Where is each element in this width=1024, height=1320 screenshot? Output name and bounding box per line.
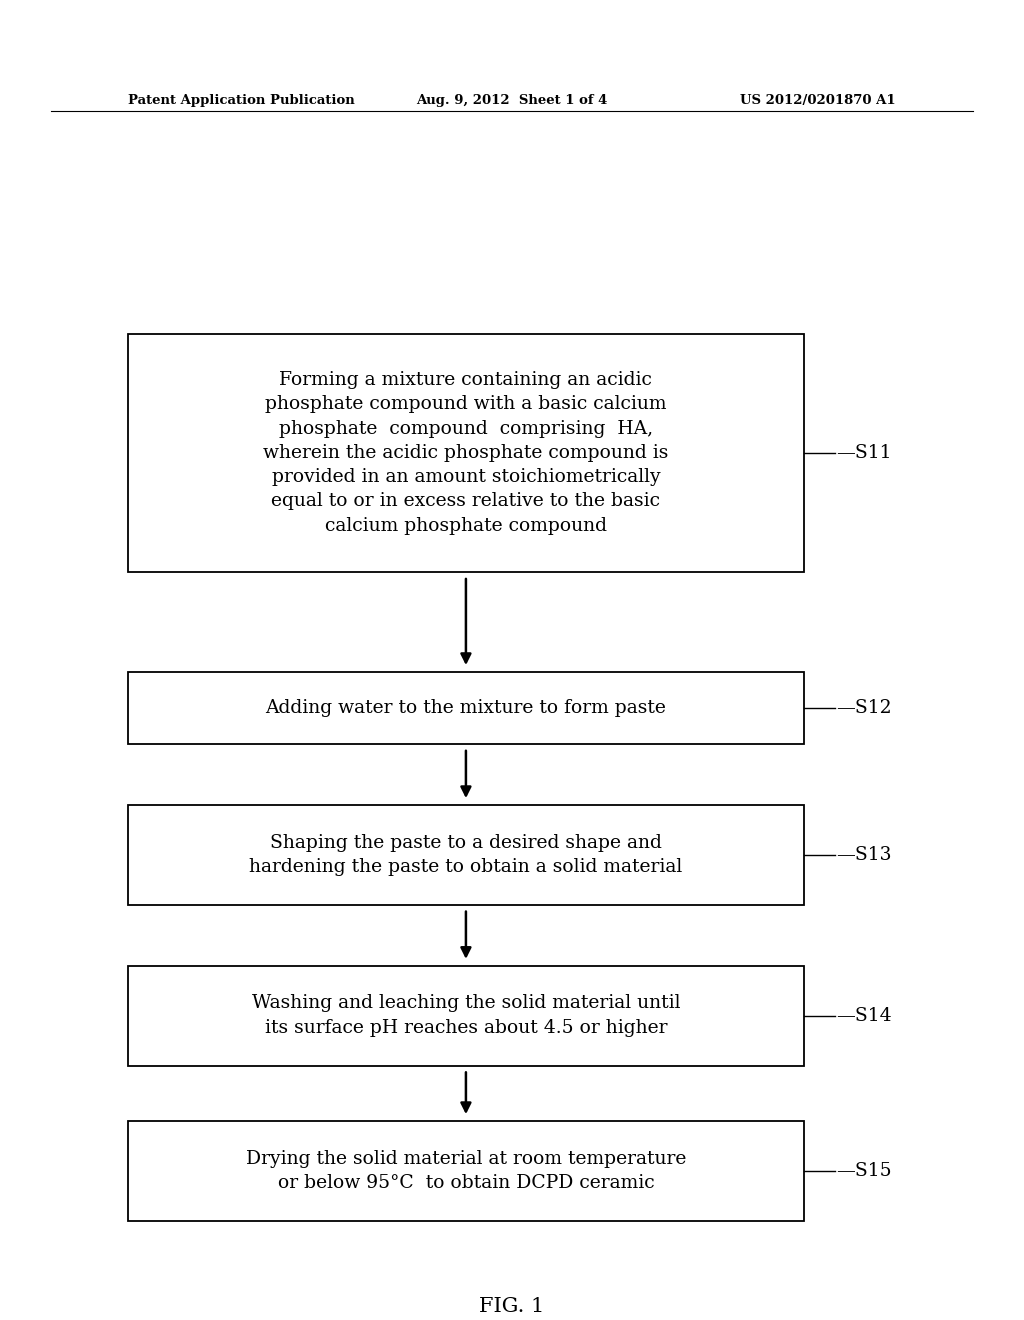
Bar [128, 1121, 804, 1221]
Text: Drying the solid material at room temperature
or below 95°C  to obtain DCPD cera: Drying the solid material at room temper… [246, 1150, 686, 1192]
Text: US 2012/0201870 A1: US 2012/0201870 A1 [740, 94, 896, 107]
Text: Shaping the paste to a desired shape and
hardening the paste to obtain a solid m: Shaping the paste to a desired shape and… [249, 834, 683, 876]
Text: FIG. 1: FIG. 1 [479, 1298, 545, 1316]
Text: Forming a mixture containing an acidic
phosphate compound with a basic calcium
p: Forming a mixture containing an acidic p… [263, 371, 669, 535]
Text: —S14: —S14 [837, 1007, 892, 1024]
Text: —S12: —S12 [837, 698, 892, 717]
Text: Patent Application Publication: Patent Application Publication [128, 94, 354, 107]
Text: —S11: —S11 [837, 444, 892, 462]
Bar [128, 805, 804, 904]
Text: —S13: —S13 [837, 846, 892, 863]
Text: Aug. 9, 2012  Sheet 1 of 4: Aug. 9, 2012 Sheet 1 of 4 [417, 94, 607, 107]
Bar [128, 966, 804, 1065]
Bar [128, 334, 804, 572]
Text: Washing and leaching the solid material until
its surface pH reaches about 4.5 o: Washing and leaching the solid material … [252, 994, 680, 1036]
Text: —S15: —S15 [837, 1162, 892, 1180]
Text: Adding water to the mixture to form paste: Adding water to the mixture to form past… [265, 698, 667, 717]
Bar [128, 672, 804, 744]
